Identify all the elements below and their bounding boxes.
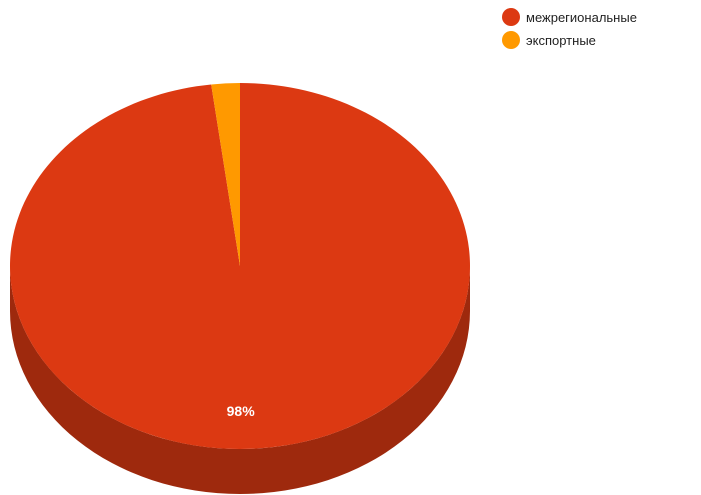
pie-slice-0[interactable] xyxy=(10,83,471,449)
pie-side-0 xyxy=(10,266,470,494)
pie-depth-layer xyxy=(10,266,470,494)
legend-item-export[interactable]: экспортные xyxy=(502,30,637,50)
pie-top-layer xyxy=(10,83,471,449)
legend-label-interregional: межрегиональные xyxy=(526,9,637,25)
legend-swatch-export xyxy=(502,31,520,49)
slice-percent-label-0: 98% xyxy=(227,403,256,419)
chart-legend: межрегиональные экспортные xyxy=(502,7,637,53)
pie-label-layer: 98% xyxy=(227,403,256,419)
pie-slice-1[interactable] xyxy=(211,83,240,266)
legend-item-interregional[interactable]: межрегиональные xyxy=(502,7,637,27)
legend-label-export: экспортные xyxy=(526,32,596,48)
legend-swatch-interregional xyxy=(502,8,520,26)
